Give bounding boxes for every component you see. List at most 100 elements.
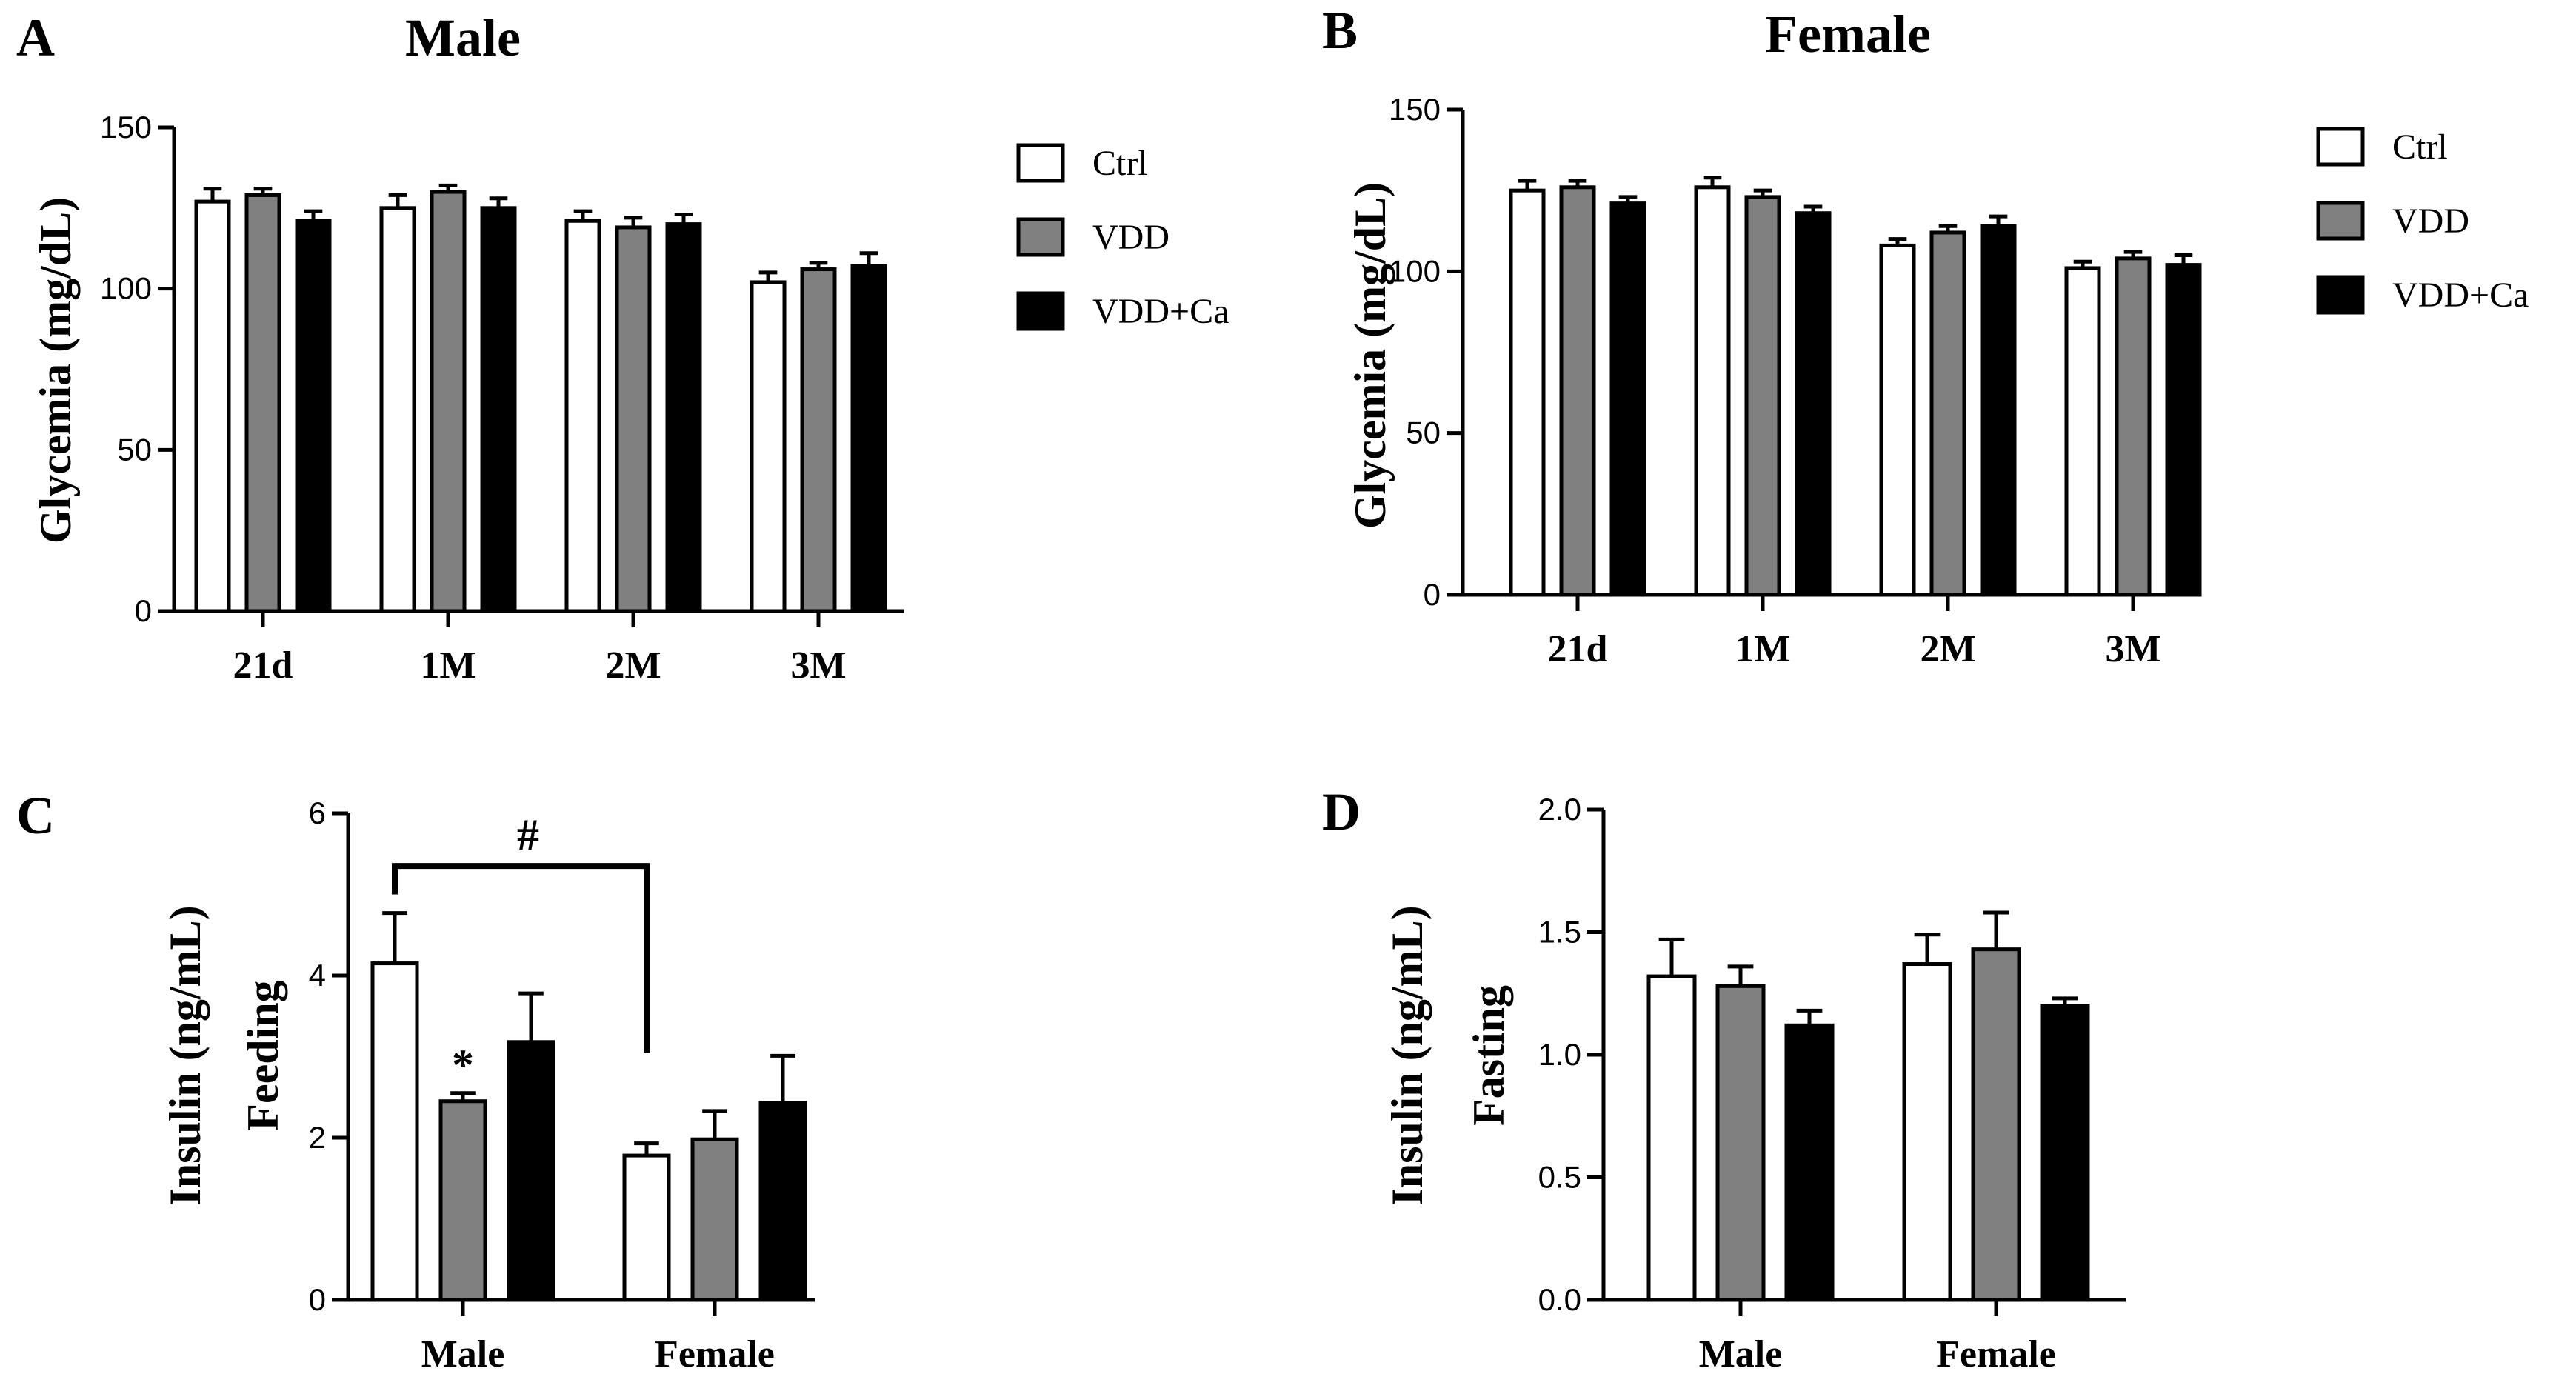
chart-title: Male [405, 8, 521, 67]
y-tick-label: 0.5 [1538, 1160, 1581, 1195]
bar-ctrl [564, 219, 601, 613]
x-tick-label: 2M [1920, 628, 1975, 670]
x-tick-label: 3M [790, 644, 846, 687]
chart-panel-a: A Male 0 50 100 150 Glycemia (mg/dL) 21d 1M 2M 3M C… [16, 8, 1229, 687]
x-tick-label: Male [1699, 1333, 1783, 1375]
x-tick-label: 1M [420, 644, 476, 687]
bar-ctrl [370, 961, 419, 1302]
panel-letter: A [16, 8, 55, 67]
bar-vdd [1929, 230, 1966, 597]
bar-ctrl [622, 1153, 671, 1302]
legend-swatch [1016, 217, 1065, 257]
bar-vdd [615, 225, 652, 613]
bar-vdd [1971, 947, 2021, 1302]
legend-label: VDD [2392, 201, 2469, 241]
chart-title: Female [1765, 4, 1931, 64]
bar-vdd-ca [2165, 263, 2202, 597]
bar-vdd [244, 193, 281, 613]
bar-vdd [800, 267, 837, 613]
x-tick-label: 1M [1735, 628, 1790, 670]
legend-swatch [2316, 201, 2365, 241]
legend: Ctrl VDD VDD+Ca [2316, 127, 2529, 315]
bar-ctrl [1879, 243, 1916, 597]
y-axis-title: Glycemia (mg/dL) [1346, 182, 1395, 529]
y-tick-label: 1.5 [1538, 915, 1581, 950]
bar-vdd-ca [507, 1040, 555, 1302]
legend-label: Ctrl [2392, 127, 2448, 167]
y-tick-label: 2 [309, 1120, 326, 1155]
legend-swatch [1016, 143, 1065, 183]
x-tick-label: 21d [233, 644, 293, 687]
y-tick-label: 0.0 [1538, 1282, 1581, 1317]
bar-vdd [430, 190, 467, 613]
bar-vdd-ca [1784, 1023, 1835, 1302]
y-tick-label: 1.0 [1538, 1037, 1581, 1072]
legend-swatch [2316, 127, 2365, 167]
bar-ctrl [379, 206, 416, 613]
bar-vdd-ca [1795, 211, 1832, 597]
bar-vdd [1559, 185, 1596, 597]
bar-vdd [2115, 256, 2152, 597]
bar-ctrl [1646, 974, 1697, 1302]
legend-label: VDD [1092, 218, 1169, 257]
y-axis-subtitle: Feeding [238, 980, 287, 1130]
bar-ctrl [2064, 266, 2101, 597]
y-tick-label: 4 [309, 958, 326, 993]
bar-ctrl [1902, 962, 1952, 1302]
y-axis-title: Insulin (ng/mL) [161, 905, 210, 1205]
legend-label: VDD+Ca [2392, 276, 2529, 315]
bar-ctrl [750, 280, 787, 613]
bar-vdd-ca [1609, 201, 1646, 597]
y-tick-label: 6 [309, 796, 326, 830]
bar-vdd-ca [758, 1101, 807, 1302]
y-tick-label: 0 [309, 1282, 326, 1317]
bar-vdd-ca [665, 222, 702, 613]
y-tick-label: 0 [1424, 577, 1441, 612]
panel-letter: B [1322, 1, 1358, 60]
panel-letter: D [1322, 782, 1361, 841]
y-axis-title: Insulin (ng/mL) [1383, 905, 1432, 1205]
bar-vdd-ca [480, 206, 517, 613]
legend-swatch [1016, 291, 1065, 331]
bar-vdd-ca [850, 264, 887, 613]
bar-ctrl [194, 199, 231, 613]
significance-asterisk: * [452, 1041, 474, 1090]
legend-label: Ctrl [1092, 144, 1148, 183]
x-tick-label: 3M [2105, 628, 2160, 670]
bar-vdd-ca [2040, 1004, 2090, 1302]
x-tick-label: Female [655, 1333, 775, 1375]
bar-vdd [1715, 984, 1766, 1302]
y-axis-subtitle: Fasting [1464, 985, 1513, 1126]
y-tick-label: 50 [1406, 416, 1441, 450]
bar-vdd [438, 1099, 487, 1302]
y-tick-label: 50 [117, 432, 152, 467]
bar-ctrl [1509, 188, 1546, 597]
y-tick-label: 150 [100, 110, 152, 144]
legend-label: VDD+Ca [1092, 292, 1229, 331]
bar-vdd-ca [295, 219, 332, 613]
y-tick-label: 0 [135, 593, 152, 628]
panel-letter: C [16, 786, 55, 845]
y-axis-title: Glycemia (mg/dL) [31, 197, 80, 544]
y-tick-label: 150 [1389, 92, 1441, 127]
x-tick-label: Male [421, 1333, 505, 1375]
legend-swatch [2316, 275, 2365, 315]
chart-panel-b: B Female 0 50 100 150 Glycemia (mg/dL) 21d 1M 2M 3… [1322, 1, 2529, 670]
y-tick-label: 2.0 [1538, 792, 1581, 827]
x-tick-label: 2M [605, 644, 661, 687]
x-tick-label: Female [1936, 1333, 2056, 1375]
chart-panel-c: C 0 2 4 6 Insulin (ng/mL) Feeding Male Female * # [16, 786, 815, 1375]
significance-bracket [392, 863, 650, 1053]
significance-hash: # [517, 810, 539, 859]
x-tick-label: 21d [1548, 628, 1608, 670]
y-tick-label: 100 [1389, 253, 1441, 288]
legend: Ctrl VDD VDD+Ca [1016, 143, 1229, 331]
y-tick-label: 100 [100, 271, 152, 306]
bar-vdd [690, 1137, 739, 1302]
chart-panel-d: D 0.0 0.5 1.0 1.5 2.0 Insulin (ng/mL) Fasting Ma… [1322, 782, 2126, 1375]
bar-vdd-ca [1980, 224, 2017, 597]
bar-vdd [1744, 195, 1781, 597]
bar-ctrl [1694, 185, 1731, 597]
